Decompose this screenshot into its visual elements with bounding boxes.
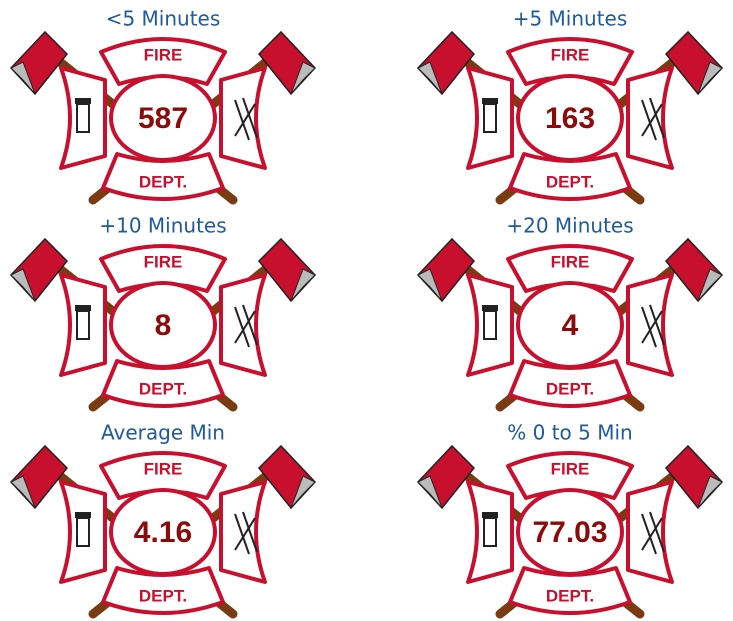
badge-center bbox=[516, 281, 624, 369]
badge-top-text: FIRE bbox=[551, 252, 590, 271]
ladder-rail bbox=[242, 511, 258, 553]
kpi-card: FIRE DEPT. % 0 to 5 Min 77.03 bbox=[416, 421, 724, 619]
hydrant-icon bbox=[76, 517, 90, 547]
kpi-card: FIRE DEPT. +20 Minutes 4 bbox=[416, 214, 724, 412]
hydrant-cap bbox=[75, 305, 91, 311]
ladder-rail bbox=[234, 513, 250, 555]
ladder-rail bbox=[641, 306, 657, 348]
axe-head bbox=[416, 30, 476, 96]
axe-blade bbox=[10, 475, 36, 509]
hydrant-icon bbox=[483, 517, 497, 547]
hydrant-cap bbox=[75, 512, 91, 518]
ladder-brace bbox=[641, 310, 663, 344]
badge-bottom-text: DEPT. bbox=[139, 379, 187, 398]
card-value: 77.03 bbox=[532, 516, 607, 549]
kpi-card: FIRE DEPT. Average Min 4.16 bbox=[9, 421, 317, 619]
ladder-rail bbox=[649, 97, 665, 139]
hydrant-cap bbox=[75, 98, 91, 104]
axe-head bbox=[257, 444, 317, 510]
ladder-brace bbox=[641, 517, 663, 551]
axe-head bbox=[9, 237, 69, 303]
ladder-brace bbox=[234, 310, 256, 344]
axe-head bbox=[416, 237, 476, 303]
axe-head bbox=[9, 444, 69, 510]
axe-head bbox=[416, 444, 476, 510]
ladder-rail bbox=[649, 511, 665, 553]
badge-center bbox=[516, 74, 624, 162]
badge-top-text: FIRE bbox=[551, 45, 590, 64]
badge-right-arm bbox=[626, 480, 674, 584]
axe-blade bbox=[10, 61, 36, 95]
hydrant-icon bbox=[483, 103, 497, 133]
axe-head bbox=[257, 30, 317, 96]
badge-top-text: FIRE bbox=[551, 459, 590, 478]
badge-right-arm bbox=[219, 273, 267, 377]
badge-center bbox=[516, 488, 624, 576]
axe-head bbox=[664, 237, 724, 303]
axe-head bbox=[9, 30, 69, 96]
badge-right-arm bbox=[219, 66, 267, 170]
card-title: <5 Minutes bbox=[106, 7, 221, 31]
badge-bottom-text: DEPT. bbox=[546, 379, 594, 398]
card-value: 8 bbox=[155, 309, 172, 342]
ladder-rail bbox=[242, 304, 258, 346]
ladder-rail bbox=[234, 99, 250, 141]
card-value: 4.16 bbox=[134, 516, 192, 549]
ladder-rail bbox=[641, 99, 657, 141]
badge-bottom-text: DEPT. bbox=[139, 172, 187, 191]
hydrant-icon bbox=[483, 310, 497, 340]
badge-top-text: FIRE bbox=[144, 45, 183, 64]
ladder-brace bbox=[234, 517, 256, 551]
axe-blade bbox=[417, 475, 443, 509]
ladder-rail bbox=[649, 304, 665, 346]
card-title: Average Min bbox=[101, 421, 225, 445]
ladder-brace bbox=[234, 103, 256, 137]
badge-right-arm bbox=[219, 480, 267, 584]
ladder-rail bbox=[242, 97, 258, 139]
card-value: 163 bbox=[545, 102, 595, 135]
badge-bottom-text: DEPT. bbox=[546, 586, 594, 605]
axe-blade bbox=[290, 475, 316, 509]
kpi-card: FIRE DEPT. <5 Minutes 587 bbox=[9, 7, 317, 205]
badge-top-text: FIRE bbox=[144, 459, 183, 478]
card-title: +10 Minutes bbox=[99, 214, 226, 238]
badge-center bbox=[109, 281, 217, 369]
card-value: 587 bbox=[138, 102, 188, 135]
card-value: 4 bbox=[562, 309, 579, 342]
hydrant-cap bbox=[482, 305, 498, 311]
badge-right-arm bbox=[626, 66, 674, 170]
badge-center bbox=[109, 74, 217, 162]
axe-blade bbox=[290, 268, 316, 302]
axe-head bbox=[257, 237, 317, 303]
kpi-card: FIRE DEPT. +10 Minutes 8 bbox=[9, 214, 317, 412]
ladder-rail bbox=[641, 513, 657, 555]
badge-bottom-text: DEPT. bbox=[139, 586, 187, 605]
hydrant-cap bbox=[482, 98, 498, 104]
badge-top-text: FIRE bbox=[144, 252, 183, 271]
hydrant-cap bbox=[482, 512, 498, 518]
axe-blade bbox=[697, 475, 723, 509]
axe-blade bbox=[417, 268, 443, 302]
hydrant-icon bbox=[76, 103, 90, 133]
kpi-card: FIRE DEPT. +5 Minutes 163 bbox=[416, 7, 724, 205]
hydrant-icon bbox=[76, 310, 90, 340]
axe-blade bbox=[417, 61, 443, 95]
card-title: +20 Minutes bbox=[506, 214, 633, 238]
badge-right-arm bbox=[626, 273, 674, 377]
axe-blade bbox=[697, 268, 723, 302]
ladder-brace bbox=[641, 103, 663, 137]
ladder-rail bbox=[234, 306, 250, 348]
badge-bottom-text: DEPT. bbox=[546, 172, 594, 191]
card-title: +5 Minutes bbox=[513, 7, 628, 31]
card-title: % 0 to 5 Min bbox=[507, 421, 632, 445]
axe-head bbox=[664, 444, 724, 510]
axe-blade bbox=[697, 61, 723, 95]
badge-center bbox=[109, 488, 217, 576]
axe-blade bbox=[290, 61, 316, 95]
axe-head bbox=[664, 30, 724, 96]
axe-blade bbox=[10, 268, 36, 302]
